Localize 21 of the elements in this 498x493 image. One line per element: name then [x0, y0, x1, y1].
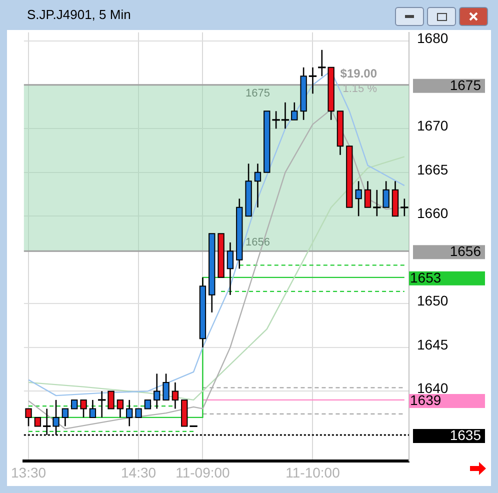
- chart-title: S.JP.J4901, 5 Min: [27, 7, 131, 22]
- x-tick-label: 14:30: [121, 464, 156, 480]
- x-tick-label: 11-09:00: [176, 464, 230, 480]
- x-tick-label: 13:30: [10, 464, 46, 480]
- data-label: 1653: [410, 269, 442, 286]
- candlestick: [108, 390, 114, 410]
- annotation: 1.15 %: [342, 82, 378, 95]
- x-tick-label: 11-10:00: [286, 464, 340, 480]
- ref-line-label: 1635: [450, 426, 482, 443]
- y-tick-label: 1660: [417, 205, 448, 222]
- y-tick-label: 1645: [417, 336, 448, 352]
- y-tick-label: 1665: [417, 161, 448, 178]
- y-tick-label: 1680: [417, 30, 448, 46]
- annotation: 1656: [245, 236, 270, 249]
- annotation: 1675: [245, 87, 270, 100]
- y-tick-label: 1670: [417, 118, 448, 134]
- ref-line-label: 1675: [450, 76, 482, 93]
- ref-line-label: 1656: [450, 243, 482, 260]
- y-tick-label: 1650: [417, 292, 448, 309]
- annotation: $19.00: [340, 66, 378, 81]
- y-tick-label: 1640: [417, 380, 448, 396]
